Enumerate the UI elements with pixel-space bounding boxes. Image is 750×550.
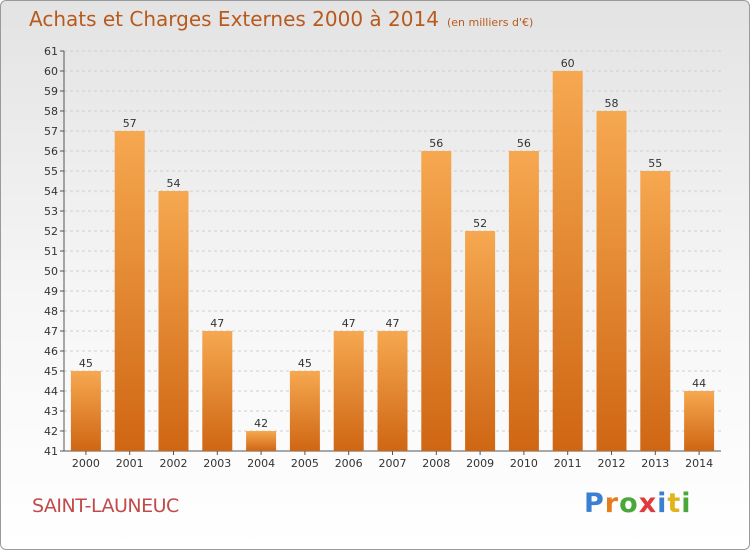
bar-2011: [552, 71, 583, 451]
x-tick-label-2006: 2006: [335, 457, 363, 470]
bar-2005: [289, 371, 320, 451]
logo-letter: x: [638, 488, 658, 519]
data-label-2009: 52: [473, 217, 487, 230]
y-tick-label: 60: [44, 65, 58, 78]
data-label-2005: 45: [298, 357, 312, 370]
y-tick-label: 48: [44, 305, 58, 318]
x-tick-label-2009: 2009: [466, 457, 494, 470]
x-tick-label-2003: 2003: [203, 457, 231, 470]
logo-letter: t: [667, 488, 682, 519]
x-tick-label-2014: 2014: [685, 457, 713, 470]
y-tick-label: 49: [44, 285, 58, 298]
data-label-2006: 47: [342, 317, 356, 330]
y-tick-label: 58: [44, 105, 58, 118]
x-tick-label-2012: 2012: [598, 457, 626, 470]
data-label-2000: 45: [79, 357, 93, 370]
y-tick-label: 50: [44, 265, 58, 278]
y-tick-label: 53: [44, 205, 58, 218]
bar-2001: [114, 131, 145, 451]
logo-letter: r: [604, 488, 620, 519]
y-tick-label: 54: [44, 185, 58, 198]
x-tick-labels: 2000 2001 2002 2003 2004 2005 2006 2007 2008 2009…: [72, 451, 713, 470]
y-tick-label: 43: [44, 405, 58, 418]
x-tick-label-2001: 2001: [116, 457, 144, 470]
y-tick-label: 51: [44, 245, 58, 258]
data-label-2001: 57: [123, 117, 137, 130]
bar-2008: [421, 151, 452, 451]
bar-2004: [246, 431, 277, 451]
x-tick-label-2005: 2005: [291, 457, 319, 470]
x-tick-label-2004: 2004: [247, 457, 275, 470]
x-tick-label-2013: 2013: [641, 457, 669, 470]
x-tick-label-2002: 2002: [160, 457, 188, 470]
chart-unit: (en milliers d'€): [446, 16, 534, 29]
commune-name: SAINT-LAUNEUC: [32, 495, 179, 517]
data-label-2014: 44: [692, 377, 706, 390]
y-tick-label: 56: [44, 145, 58, 158]
bar-2009: [465, 231, 496, 451]
data-label-2012: 58: [605, 97, 619, 110]
y-tick-label: 52: [44, 225, 58, 238]
y-tick-label: 42: [44, 425, 58, 438]
logo-letter: P: [584, 488, 605, 519]
x-tick-label-2000: 2000: [72, 457, 100, 470]
bar-2002: [158, 191, 189, 451]
data-labels: 45 57 54 47 42 45 47 47 56 52 56 60 58 55 44: [79, 57, 706, 430]
y-tick-label: 45: [44, 365, 58, 378]
bar-2007: [377, 331, 408, 451]
bar-2003: [202, 331, 233, 451]
bar-2012: [596, 111, 627, 451]
bar-2000: [70, 371, 101, 451]
bar-2006: [333, 331, 364, 451]
data-label-2013: 55: [648, 157, 662, 170]
x-tick-label-2008: 2008: [422, 457, 450, 470]
y-tick-label: 41: [44, 445, 58, 458]
bar-2014: [684, 391, 715, 451]
proxiti-logo: Proxiti: [584, 488, 692, 519]
data-label-2002: 54: [167, 177, 181, 190]
y-tick-labels: 41 42 43 44 45 46 47 48 49 50 51 52 53 54 55 56 57 58 59 60…: [44, 45, 58, 458]
data-label-2011: 60: [561, 57, 575, 70]
y-tick-label: 47: [44, 325, 58, 338]
x-tick-label-2011: 2011: [554, 457, 582, 470]
data-label-2003: 47: [210, 317, 224, 330]
logo-letter: i: [657, 488, 668, 519]
logo-letter: i: [681, 488, 692, 519]
data-label-2008: 56: [429, 137, 443, 150]
bar-2010: [508, 151, 539, 451]
data-label-2007: 47: [386, 317, 400, 330]
chart-title-text: Achats et Charges Externes 2000 à 2014: [29, 7, 439, 31]
y-tick-label: 57: [44, 125, 58, 138]
y-tick-label: 44: [44, 385, 58, 398]
bar-2013: [640, 171, 671, 451]
y-tick-label: 61: [44, 45, 58, 58]
bars: [70, 71, 715, 451]
x-tick-label-2007: 2007: [379, 457, 407, 470]
y-tick-label: 55: [44, 165, 58, 178]
y-tick-label: 46: [44, 345, 58, 358]
logo-letter: o: [619, 488, 639, 519]
chart-title: Achats et Charges Externes 2000 à 2014 (e…: [29, 7, 533, 31]
y-tick-label: 59: [44, 85, 58, 98]
data-label-2010: 56: [517, 137, 531, 150]
x-tick-label-2010: 2010: [510, 457, 538, 470]
data-label-2004: 42: [254, 417, 268, 430]
